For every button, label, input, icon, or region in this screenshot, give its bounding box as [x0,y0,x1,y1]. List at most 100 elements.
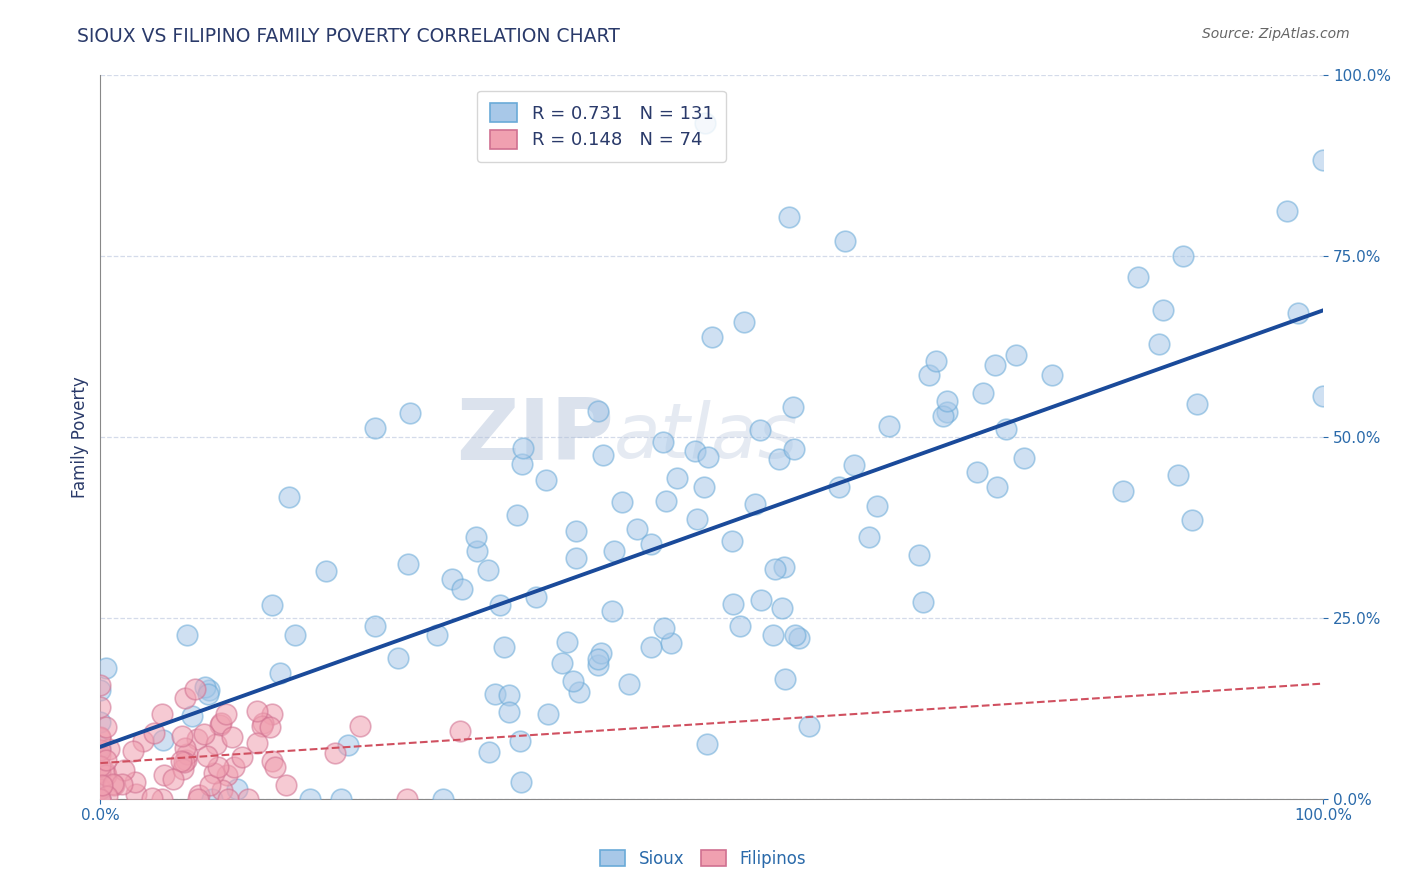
Point [1147,337,1170,351]
Point [733,315,755,329]
Point [89,682,111,697]
Point [276,778,298,792]
Point [204,738,226,752]
Point [589,646,612,660]
Point [1128,269,1150,284]
Point [721,597,744,611]
Point [619,677,641,691]
Point [568,685,591,699]
Point [364,619,387,633]
Point [565,524,588,539]
Point [640,537,662,551]
Point [221,730,243,744]
Point [89,714,111,729]
Point [877,418,900,433]
Point [506,508,529,523]
Point [176,753,198,767]
Point [652,621,675,635]
Point [262,754,284,768]
Point [783,628,806,642]
Point [1286,305,1309,319]
Point [217,768,239,782]
Point [337,738,360,752]
Point [162,772,184,786]
Point [797,718,820,732]
Point [537,706,560,721]
Point [478,746,501,760]
Point [89,678,111,692]
Point [260,706,283,721]
Point [170,754,193,768]
Point [141,791,163,805]
Point [762,628,785,642]
Point [252,716,274,731]
Point [207,760,229,774]
Point [98,742,121,756]
Point [1275,203,1298,218]
Point [89,759,111,773]
Point [172,729,194,743]
Point [1312,389,1334,403]
Point [89,743,111,757]
Point [778,210,800,224]
Point [278,490,301,504]
Point [763,562,786,576]
Point [966,465,988,479]
Point [89,740,111,755]
Point [498,688,520,702]
Point [183,682,205,697]
Point [768,452,790,467]
Point [695,116,717,130]
Point [844,458,866,472]
Point [534,473,557,487]
Point [187,791,209,805]
Point [238,791,260,805]
Point [246,736,269,750]
Point [1152,302,1174,317]
Point [555,635,578,649]
Point [986,480,1008,494]
Point [984,358,1007,372]
Point [1112,483,1135,498]
Point [315,564,337,578]
Point [173,740,195,755]
Point [150,706,173,721]
Point [772,560,794,574]
Point [96,768,118,782]
Point [173,755,195,769]
Point [451,582,474,596]
Point [387,651,409,665]
Point [122,744,145,758]
Point [744,497,766,511]
Point [935,393,957,408]
Point [132,734,155,748]
Point [172,763,194,777]
Point [655,493,678,508]
Point [562,673,585,688]
Point [640,640,662,655]
Point [222,760,245,774]
Point [603,544,626,558]
Point [720,533,742,548]
Point [264,759,287,773]
Point [188,788,211,802]
Point [202,766,225,780]
Text: SIOUX VS FILIPINO FAMILY POVERTY CORRELATION CHART: SIOUX VS FILIPINO FAMILY POVERTY CORRELA… [77,27,620,45]
Point [112,763,135,777]
Point [94,720,117,734]
Point [329,791,352,805]
Point [193,727,215,741]
Point [728,619,751,633]
Point [89,780,111,794]
Legend: Sioux, Filipinos: Sioux, Filipinos [593,844,813,875]
Point [150,791,173,805]
Point [217,791,239,805]
Point [91,778,114,792]
Point [89,782,111,797]
Point [246,704,269,718]
Text: atlas: atlas [614,400,799,474]
Point [260,599,283,613]
Point [1185,396,1208,410]
Point [231,750,253,764]
Point [917,368,939,382]
